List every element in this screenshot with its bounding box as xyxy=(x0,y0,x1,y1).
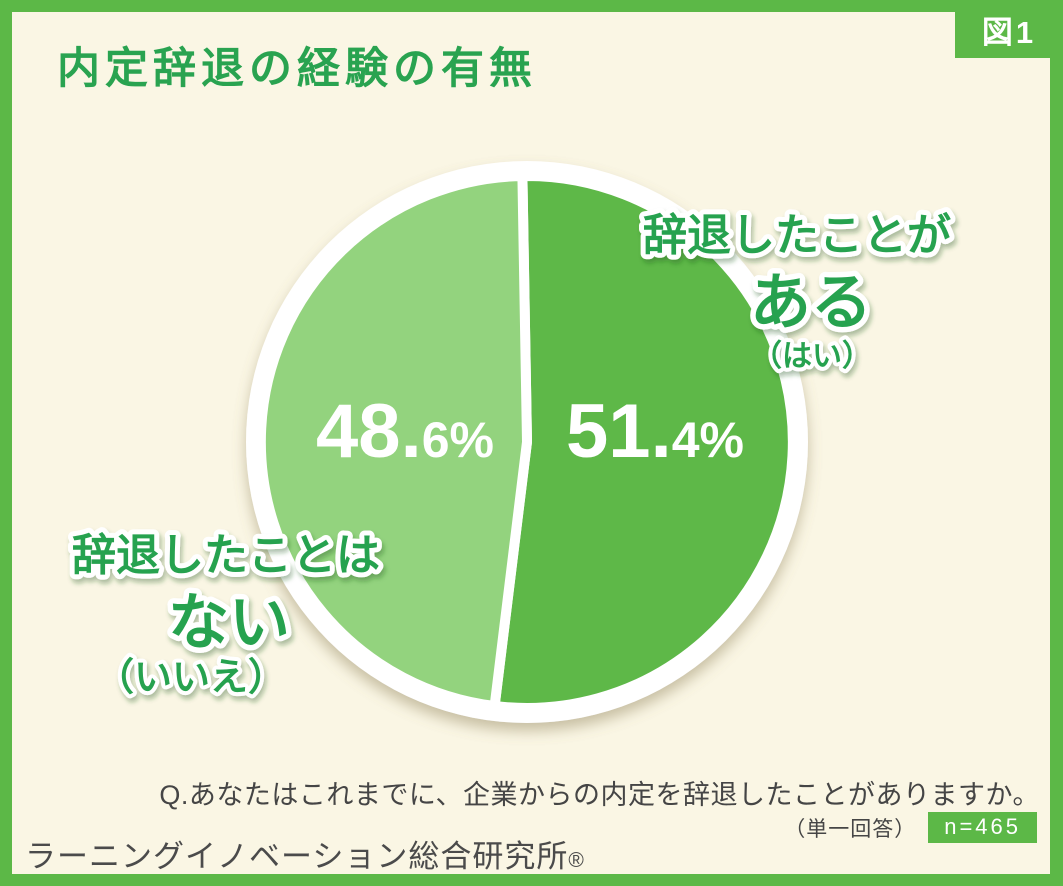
label-no-line1: 辞退したことは xyxy=(72,531,380,580)
figure-badge: 図1 xyxy=(955,0,1063,58)
pie-slice-yes xyxy=(489,170,798,713)
label-no-line3: （いいえ） xyxy=(96,657,286,699)
percent-yes-small: 4% xyxy=(672,412,744,468)
registered-mark: ® xyxy=(568,849,584,872)
page-title: 内定辞退の経験の有無 xyxy=(57,45,537,93)
label-yes-line3: （はい） xyxy=(752,339,872,373)
label-no: 辞退したことは ない （いいえ） xyxy=(67,526,385,703)
question-text: Q.あなたはこれまでに、企業からの内定を辞退したことがありますか。 xyxy=(159,780,1040,810)
label-yes-line2: ある xyxy=(750,268,872,336)
sample-size-badge: n=465 xyxy=(928,812,1037,844)
label-no-line2: ない xyxy=(168,588,290,656)
label-yes-line1: 辞退したことが xyxy=(643,211,951,260)
answer-note-row: （単一回答） n=465 xyxy=(784,812,1037,844)
pie-slice-no xyxy=(255,171,532,711)
source-text: ラーニングイノベーション総合研究所® xyxy=(25,831,584,876)
label-yes: 辞退したことが ある （はい） xyxy=(638,206,956,377)
pie-percent-no: 48.6% xyxy=(316,389,494,474)
source-name: ラーニングイノベーション総合研究所 xyxy=(25,839,569,874)
percent-no-big: 48. xyxy=(316,389,422,474)
figure-badge-label: 図1 xyxy=(981,14,1037,50)
answer-type-note: （単一回答） xyxy=(784,817,917,841)
percent-yes-big: 51. xyxy=(566,389,672,474)
percent-no-small: 6% xyxy=(422,412,494,468)
pie-percent-yes: 51.4% xyxy=(566,389,744,474)
